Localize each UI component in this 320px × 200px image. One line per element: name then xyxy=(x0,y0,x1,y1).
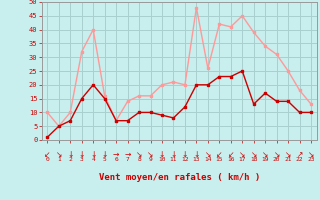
Text: →: → xyxy=(124,150,131,159)
Text: ↓: ↓ xyxy=(67,150,74,159)
Text: ↓: ↓ xyxy=(170,150,177,159)
X-axis label: Vent moyen/en rafales ( km/h ): Vent moyen/en rafales ( km/h ) xyxy=(99,173,260,182)
Text: ↙: ↙ xyxy=(228,150,234,159)
Text: ↘: ↘ xyxy=(147,150,154,159)
Text: ↘: ↘ xyxy=(205,150,211,159)
Text: ↘: ↘ xyxy=(262,150,268,159)
Text: ↓: ↓ xyxy=(182,150,188,159)
Text: ↘: ↘ xyxy=(308,150,314,159)
Text: →: → xyxy=(113,150,119,159)
Text: ↘: ↘ xyxy=(136,150,142,159)
Text: ↘: ↘ xyxy=(285,150,291,159)
Text: ↓: ↓ xyxy=(193,150,200,159)
Text: ↙: ↙ xyxy=(44,150,51,159)
Text: ↓: ↓ xyxy=(78,150,85,159)
Text: ↘: ↘ xyxy=(274,150,280,159)
Text: ↙: ↙ xyxy=(216,150,222,159)
Text: ↓: ↓ xyxy=(159,150,165,159)
Text: ↗: ↗ xyxy=(296,150,303,159)
Text: ↓: ↓ xyxy=(101,150,108,159)
Text: ↘: ↘ xyxy=(251,150,257,159)
Text: ↘: ↘ xyxy=(239,150,245,159)
Text: ↓: ↓ xyxy=(90,150,96,159)
Text: ↘: ↘ xyxy=(56,150,62,159)
